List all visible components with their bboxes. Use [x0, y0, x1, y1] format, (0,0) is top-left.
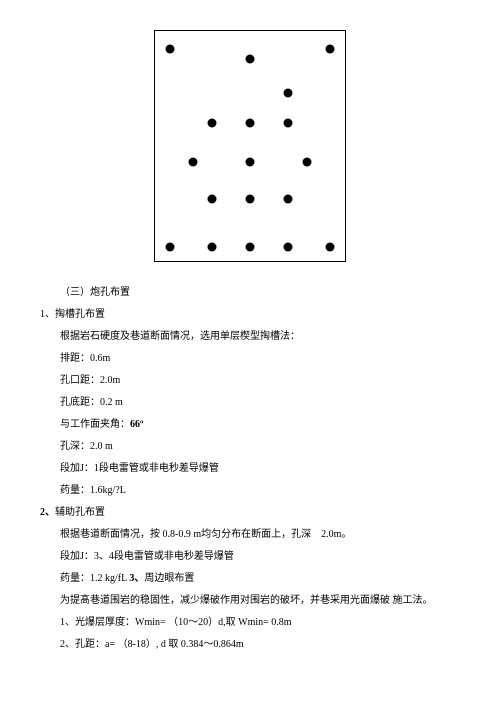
angle-value: 66º [130, 419, 143, 430]
basis-prefix: 根据巷道断面情况，按 0.8-0.9 m均匀分布在断面上，孔深 [60, 529, 311, 540]
diagram-dot [166, 45, 175, 54]
diagram-dot [284, 243, 293, 252]
diagram-dot [166, 243, 175, 252]
diagram-dot [189, 158, 198, 167]
diagram-dot [246, 243, 255, 252]
charge-2-prefix: 药量：1.2 kg/fL [60, 573, 129, 584]
page: （三）炮孔布置 1、掏槽孔布置 根据岩石硬度及巷道断面情况，选用单层楔型掏槽法：… [0, 0, 500, 707]
diagram-dot [246, 54, 255, 63]
diagram-dot [246, 119, 255, 128]
diagram-wrap [40, 30, 460, 262]
item-1-note: 根据岩石硬度及巷道断面情况，选用单层楔型掏槽法： [40, 326, 460, 348]
diagram-dot [208, 194, 217, 203]
item-2-num: 2、 [40, 507, 55, 518]
stage-1: 段加J：1段电雷管或非电秒差导爆管 [40, 458, 460, 480]
blast-hole-diagram [154, 30, 346, 262]
charge-1: 药量：1.6kg/?L [40, 480, 460, 502]
text-block: （三）炮孔布置 1、掏槽孔布置 根据岩石硬度及巷道断面情况，选用单层楔型掏槽法：… [40, 282, 460, 656]
charge-2-suffix: 周边眼布置 [144, 573, 194, 584]
diagram-dot [325, 243, 334, 252]
item-1-num: 1、 [40, 309, 55, 320]
item-2-heading: 2、辅助孔布置 [40, 502, 460, 524]
angle-line: 与工作面夹角：66º [40, 414, 460, 436]
row-spacing: 排距：0.6m [40, 348, 460, 370]
basis-value: 2.0m。 [321, 529, 351, 540]
hole-mouth: 孔口距：2.0m [40, 370, 460, 392]
diagram-dot [246, 158, 255, 167]
charge-2-bold: 3、 [129, 573, 144, 584]
diagram-dot [303, 158, 312, 167]
diagram-dot [284, 119, 293, 128]
item-1-title: 掏槽孔布置 [55, 309, 105, 320]
diagram-dot [284, 194, 293, 203]
stage-2: 段加J：3、4段电雷管或非电秒差导爆管 [40, 546, 460, 568]
item-2-basis: 根据巷道断面情况，按 0.8-0.9 m均匀分布在断面上，孔深 2.0m。 [40, 524, 460, 546]
diagram-dot [208, 243, 217, 252]
diagram-dot [284, 89, 293, 98]
smooth-line-2: 2、孔距：a= （8-18）, d 取 0.384～0.864m [40, 634, 460, 656]
diagram-dot [246, 194, 255, 203]
diagram-dot [325, 45, 334, 54]
item-1-heading: 1、掏槽孔布置 [40, 304, 460, 326]
item-2-title: 辅助孔布置 [55, 507, 105, 518]
hole-bottom: 孔底距：0.2 m [40, 392, 460, 414]
section-title: （三）炮孔布置 [40, 282, 460, 304]
depth: 孔深：2.0 m [40, 436, 460, 458]
smooth-line-1: 1、光爆层厚度：Wmin= （10～20）d,取 Wmin= 0.8m [40, 612, 460, 634]
charge-2-line: 药量：1.2 kg/fL 3、周边眼布置 [40, 568, 460, 590]
purpose: 为提髙巷道围岩的稳固性，减少爆破作用对围岩的破坏，并巷采用光面爆破 施工法。 [40, 590, 460, 612]
diagram-dot [208, 119, 217, 128]
angle-label: 与工作面夹角： [60, 419, 130, 430]
